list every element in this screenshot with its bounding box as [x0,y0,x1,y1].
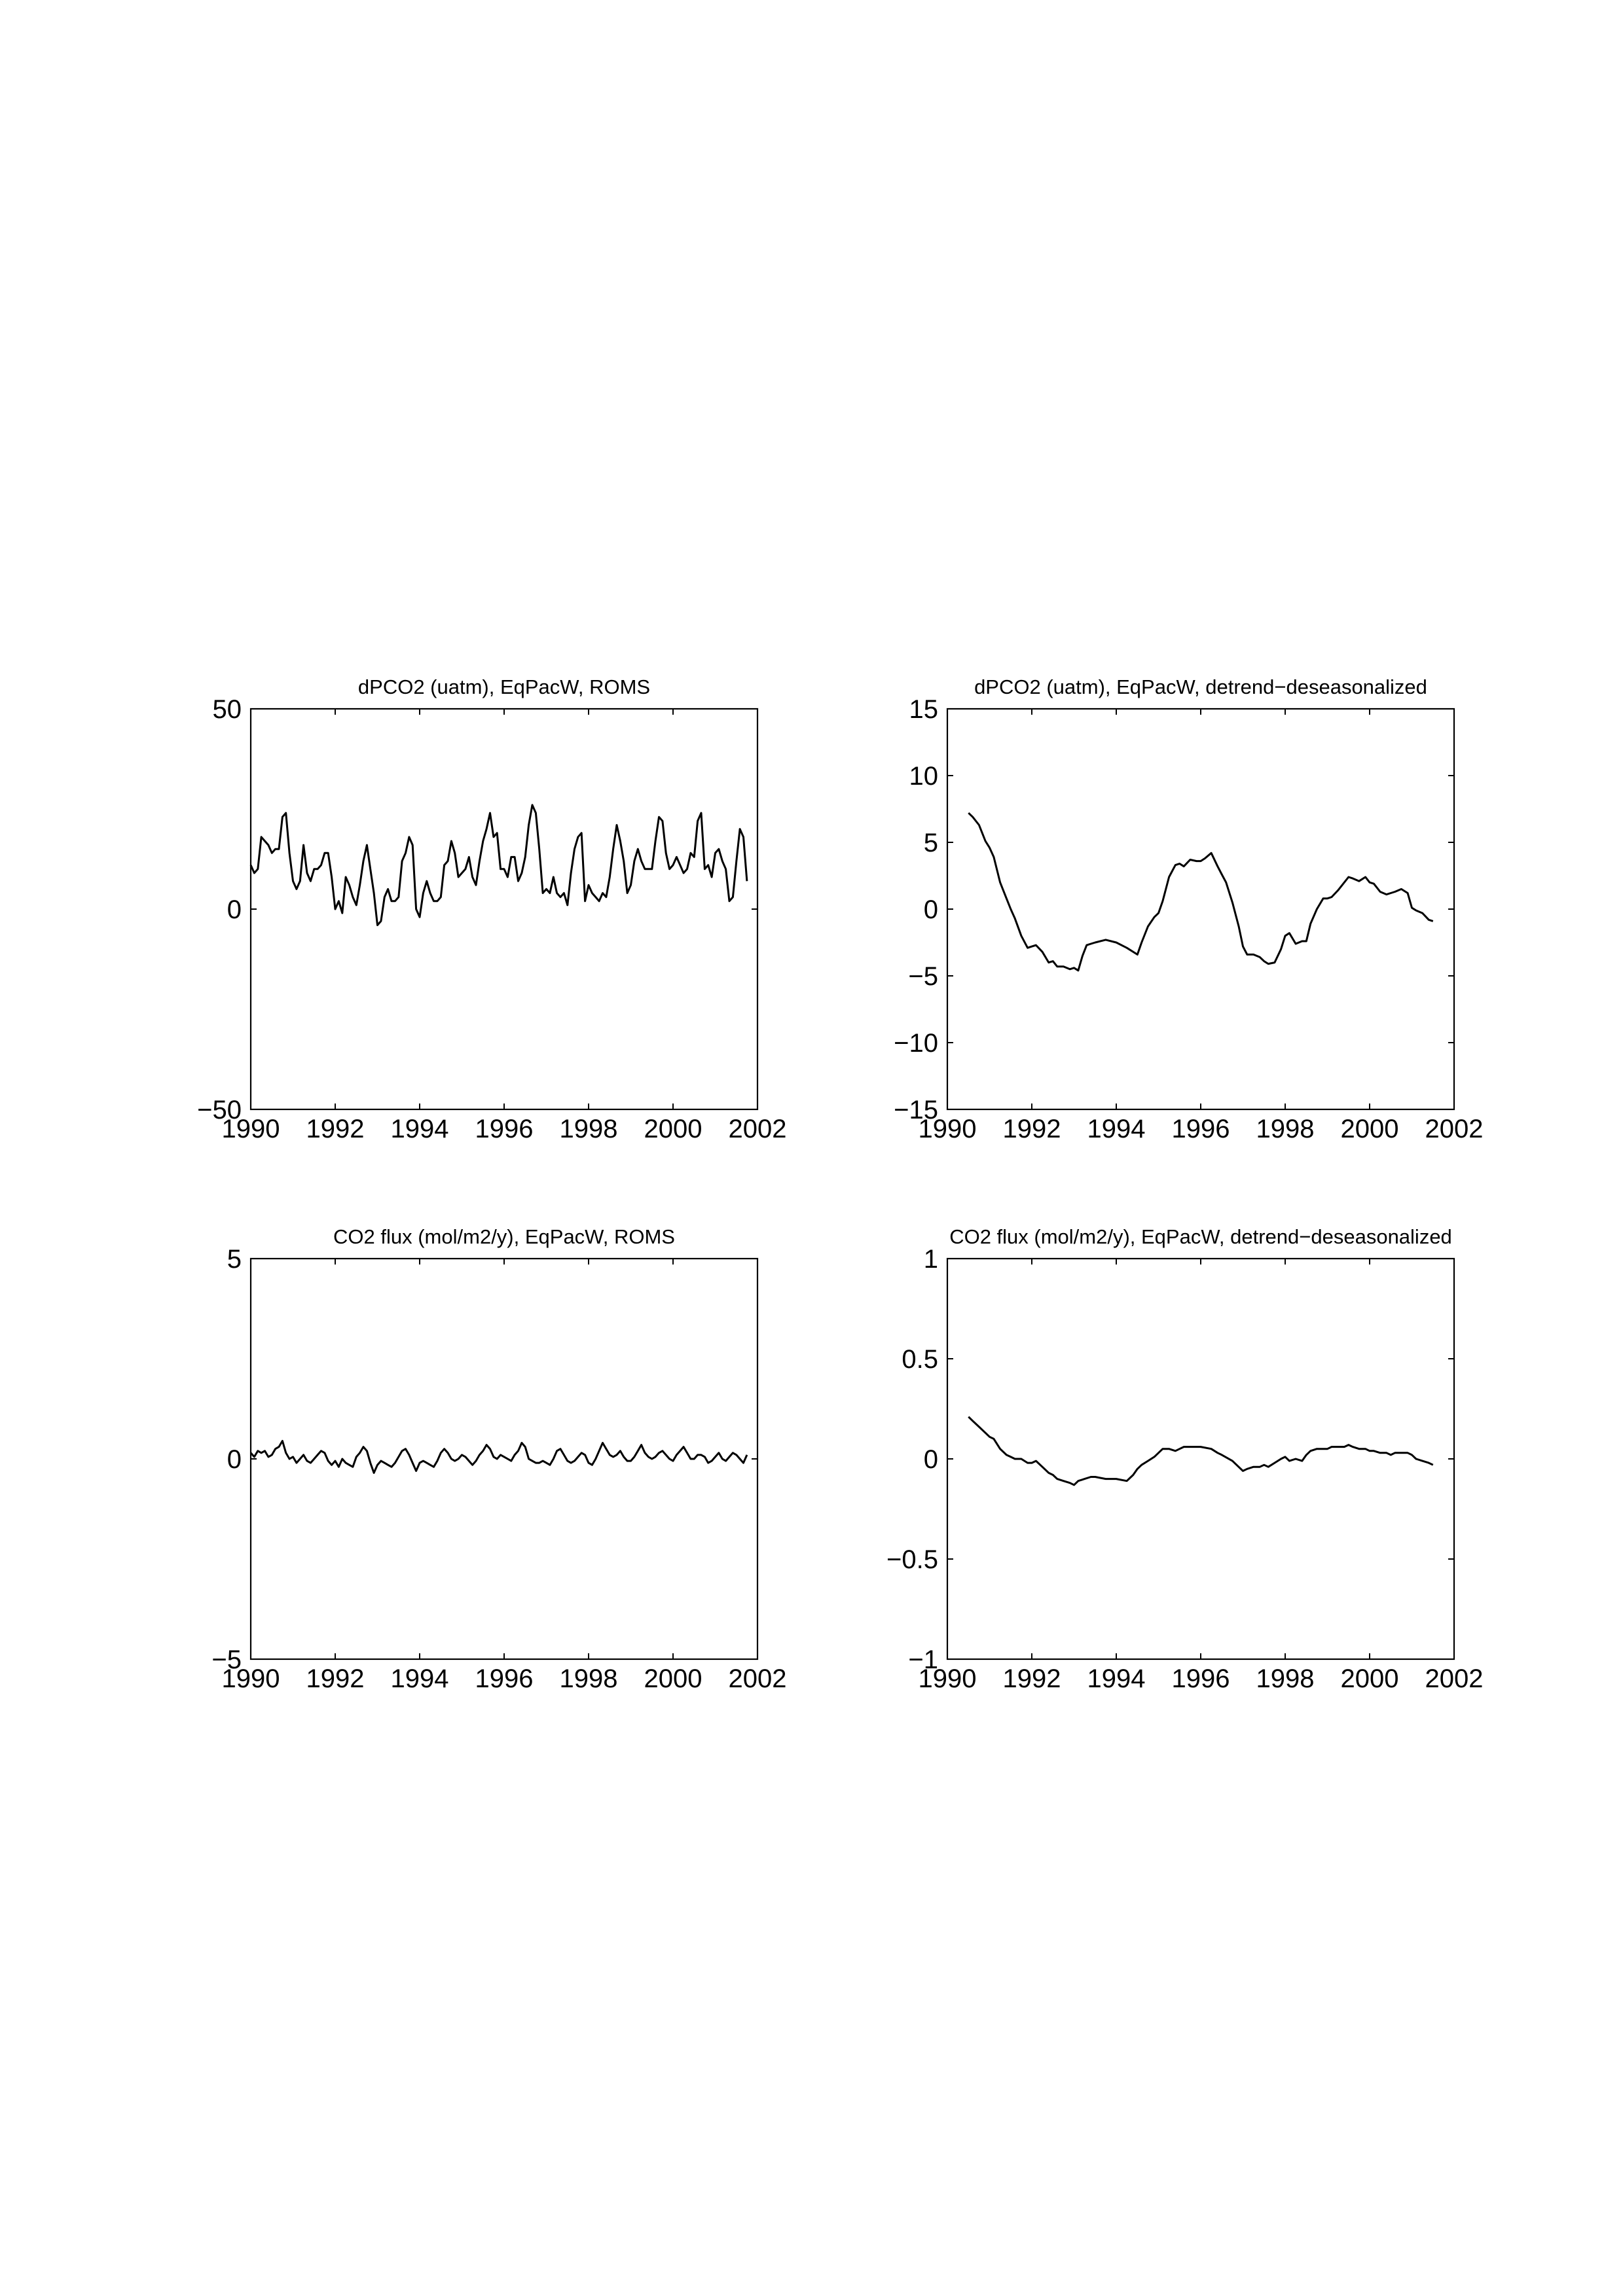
y-tick-label: −5 [908,962,938,991]
x-tick-label: 1990 [222,1664,280,1693]
y-tick-label: −15 [894,1096,938,1124]
x-tick-label: 1996 [1172,1115,1230,1143]
axes-frame [249,1257,759,1660]
x-tick-label: 1996 [475,1115,534,1143]
axes-frame [946,1257,1455,1660]
axis-ticks: 1990 1992 1994 1996 1998 2000 2002 −50 0 50 [197,695,786,1143]
series-line [968,812,1434,972]
x-tick-label: 1998 [1256,1664,1315,1693]
y-tick-label: −10 [894,1029,938,1058]
subplot-dpco2-detrend-deseasonalized: dPCO2 (uatm), EqPacW, detrend−deseasonal… [894,675,1483,1143]
series-line [249,804,748,926]
axis-ticks: 1990 1992 1994 1996 1998 2000 2002 −1 −0.5 0 0.5 1 [886,1245,1483,1693]
x-tick-label: 2000 [644,1664,702,1693]
axes-frame [946,708,1455,1111]
x-tick-label: 1992 [1003,1115,1061,1143]
y-tick-label: 0 [924,1445,938,1474]
y-tick-label: 1 [924,1245,938,1274]
x-tick-label: 2000 [1341,1664,1399,1693]
x-tick-label: 1994 [1087,1664,1146,1693]
x-tick-label: 1996 [475,1664,534,1693]
subplot-co2-flux-roms: CO2 flux (mol/m2/y), EqPacW, ROMS 1990 19… [211,1225,786,1693]
plot-area [968,812,1434,972]
x-tick-label: 1998 [1256,1115,1315,1143]
x-tick-label: 2000 [1341,1115,1399,1143]
x-tick-label: 1990 [222,1115,280,1143]
y-tick-label: −50 [197,1096,242,1124]
x-tick-label: 1998 [560,1115,618,1143]
plot-area [249,1440,748,1474]
x-tick-label: 1992 [1003,1664,1061,1693]
x-tick-label: 1994 [1087,1115,1146,1143]
x-tick-label: 2002 [1425,1664,1484,1693]
axis-ticks: 1990 1992 1994 1996 1998 2000 2002 −5 0 5 [211,1245,786,1693]
x-tick-label: 1998 [560,1664,618,1693]
y-tick-label: −0.5 [886,1545,938,1574]
y-tick-label: −5 [211,1645,242,1674]
subplot-dpco2-roms: dPCO2 (uatm), EqPacW, ROMS 1990 1992 1994 1… [197,675,786,1143]
subplot-title: CO2 flux (mol/m2/y), EqPacW, ROMS [333,1225,675,1248]
x-tick-label: 2000 [644,1115,702,1143]
y-tick-label: 15 [909,695,939,724]
x-tick-label: 1996 [1172,1664,1230,1693]
y-tick-label: 0 [227,1445,242,1474]
axis-ticks: 1990 1992 1994 1996 1998 2000 2002 −15 −10 −5 0 5 10… [894,695,1483,1143]
y-tick-label: 50 [213,695,242,724]
x-tick-label: 1990 [919,1664,977,1693]
x-tick-label: 2002 [1425,1115,1484,1143]
series-line [249,1440,748,1474]
y-tick-label: 10 [909,762,939,791]
x-tick-label: 1990 [919,1115,977,1143]
x-tick-label: 1994 [391,1115,449,1143]
y-tick-label: 0 [227,895,242,924]
y-tick-label: 5 [227,1245,242,1274]
series-line [968,1416,1434,1486]
subplot-title: CO2 flux (mol/m2/y), EqPacW, detrend−des… [949,1225,1452,1248]
axes-frame [249,708,759,1111]
subplot-title: dPCO2 (uatm), EqPacW, ROMS [358,675,650,698]
x-tick-label: 1992 [306,1115,365,1143]
y-tick-label: 0 [924,895,938,924]
x-tick-label: 2002 [729,1115,787,1143]
subplot-title: dPCO2 (uatm), EqPacW, detrend−deseasonal… [974,675,1427,698]
x-tick-label: 1992 [306,1664,365,1693]
x-tick-label: 1994 [391,1664,449,1693]
y-tick-label: −1 [908,1645,938,1674]
subplot-co2-flux-detrend-deseasonalized: CO2 flux (mol/m2/y), EqPacW, detrend−des… [886,1225,1483,1693]
x-tick-label: 2002 [729,1664,787,1693]
y-tick-label: 0.5 [902,1345,938,1374]
y-tick-label: 5 [924,829,938,857]
plot-area [249,804,748,926]
plot-area [968,1416,1434,1486]
